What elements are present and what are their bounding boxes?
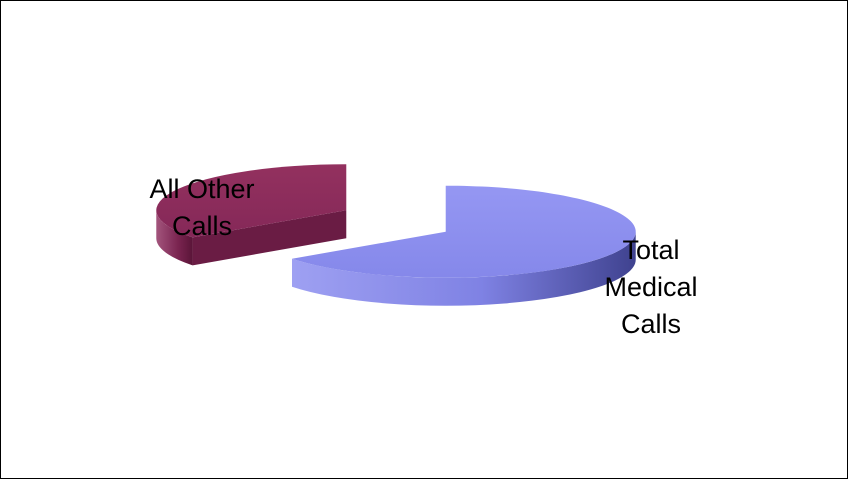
pie-slice-label-0: Total Medical Calls: [604, 235, 697, 339]
pie-slice-label-1: All Other Calls: [149, 174, 254, 241]
pie-slice-top-1: [156, 164, 347, 238]
pie-slice-label-line: Total: [622, 235, 679, 265]
pie-slice-label-line: Medical: [604, 272, 697, 302]
pie-slice-0: [292, 185, 636, 306]
pie-slice-top-0: [292, 185, 636, 278]
pie-slice-side-0: [292, 231, 636, 306]
pie-slice-cut-1: [192, 210, 347, 266]
pie-slice-label-line: Calls: [172, 211, 232, 241]
pie-slice-label-line: Calls: [621, 309, 681, 339]
pie-slice-label-line: All Other: [149, 174, 254, 204]
pie-slice-side-1: [156, 210, 193, 266]
pie-slice-1: [156, 164, 347, 266]
